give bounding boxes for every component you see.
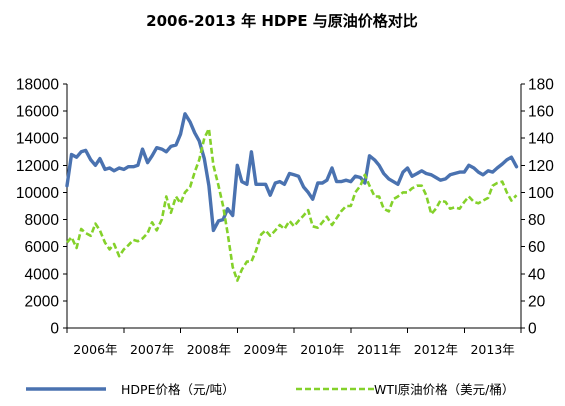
x-tick-label: 2013年	[470, 342, 514, 357]
y-right-tick-label: 140	[528, 131, 554, 148]
y-left-tick-label: 6000	[25, 239, 60, 256]
y-right-tick-label: 40	[528, 266, 546, 283]
x-tick-label: 2008年	[187, 342, 231, 357]
y-left-tick-label: 16000	[16, 104, 59, 121]
y-left-tick-label: 12000	[16, 158, 59, 175]
y-left-tick-label: 2000	[25, 293, 60, 310]
y-right-tick-label: 120	[528, 158, 554, 175]
y-left-tick-label: 0	[50, 321, 59, 338]
axes: 0 2000 4000 6000 8000 10000 12000 14000 16000 180…	[16, 77, 554, 358]
x-tick-label: 2012年	[414, 342, 458, 357]
x-tick-label: 2009年	[243, 342, 287, 357]
x-tick-label: 2006年	[73, 342, 117, 357]
chart-title: 2006-2013 年 HDPE 与原油价格对比	[146, 12, 418, 30]
x-tick-label: 2011年	[357, 342, 401, 357]
y-left-tick-label: 8000	[25, 212, 60, 229]
y-left-tick-label: 10000	[16, 185, 59, 202]
x-tick-label: 2010年	[300, 342, 344, 357]
y-left-tick-label: 14000	[16, 131, 59, 148]
legend-label-hdpe: HDPE价格（元/吨）	[121, 382, 235, 397]
legend: HDPE价格（元/吨） WTI原油价格（美元/桶）	[26, 382, 514, 397]
y-right-tick-label: 60	[528, 239, 546, 256]
y-right-tick-label: 160	[528, 104, 554, 121]
series-line-wti	[66, 127, 518, 282]
y-right-tick-label: 20	[528, 293, 546, 310]
x-tick-label: 2007年	[130, 342, 174, 357]
series-layer	[65, 112, 519, 282]
y-left-tick-label: 18000	[16, 77, 59, 94]
legend-label-wti: WTI原油价格（美元/桶）	[374, 382, 514, 397]
y-right-tick-label: 0	[528, 321, 537, 338]
y-right-tick-label: 180	[528, 77, 554, 94]
y-right-tick-label: 80	[528, 212, 546, 229]
y-left-tick-label: 4000	[25, 266, 60, 283]
y-right-tick-label: 100	[528, 185, 554, 202]
series-line-hdpe	[65, 112, 519, 233]
